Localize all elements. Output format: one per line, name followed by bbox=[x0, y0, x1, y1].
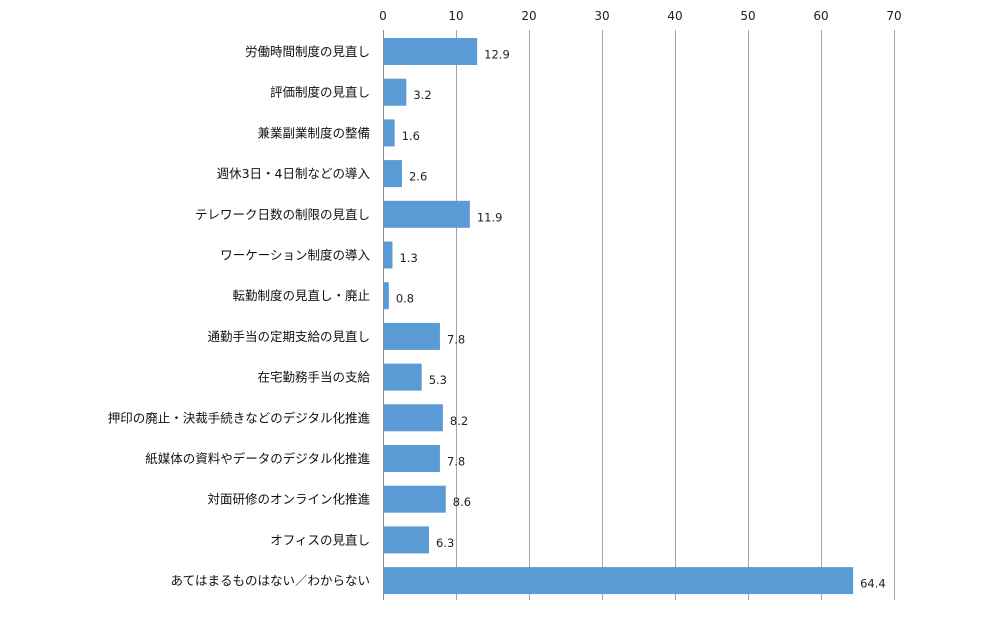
bar bbox=[384, 200, 470, 228]
x-tick-label: 30 bbox=[594, 9, 609, 23]
data-label: 1.6 bbox=[402, 129, 420, 143]
category-label: 労働時間制度の見直し bbox=[245, 44, 370, 59]
category-label: あてはまるものはない／わからない bbox=[170, 573, 370, 588]
category-label: ワーケーション制度の導入 bbox=[220, 248, 370, 263]
bar bbox=[384, 322, 440, 350]
bar bbox=[384, 282, 389, 310]
bar bbox=[384, 404, 443, 432]
data-label: 7.8 bbox=[447, 455, 465, 469]
bar bbox=[384, 160, 402, 188]
data-label: 3.2 bbox=[413, 88, 431, 102]
x-tick-label: 50 bbox=[740, 9, 755, 23]
x-tick-label: 10 bbox=[448, 9, 463, 23]
bar bbox=[384, 526, 429, 554]
data-label: 5.3 bbox=[429, 373, 447, 387]
data-label: 8.2 bbox=[450, 414, 468, 428]
category-label: 兼業副業制度の整備 bbox=[257, 125, 370, 140]
category-labels: 労働時間制度の見直し評価制度の見直し兼業副業制度の整備週休3日・4日制などの導入… bbox=[108, 44, 371, 588]
data-label: 11.9 bbox=[477, 210, 503, 224]
data-label: 6.3 bbox=[436, 536, 454, 550]
x-tick-label: 40 bbox=[667, 9, 682, 23]
data-label: 8.6 bbox=[453, 495, 471, 509]
category-label: 転勤制度の見直し・廃止 bbox=[232, 288, 370, 303]
bar bbox=[384, 241, 393, 269]
data-label: 7.8 bbox=[447, 332, 465, 346]
data-label: 1.3 bbox=[399, 251, 417, 265]
data-label: 0.8 bbox=[396, 292, 414, 306]
data-label: 2.6 bbox=[409, 170, 427, 184]
bar bbox=[384, 445, 440, 472]
bar bbox=[384, 567, 854, 595]
category-label: テレワーク日数の制限の見直し bbox=[195, 207, 370, 222]
bar bbox=[384, 38, 478, 65]
category-label: 対面研修のオンライン化推進 bbox=[207, 492, 370, 507]
category-label: オフィスの見直し bbox=[270, 532, 370, 547]
category-label: 週休3日・4日制などの導入 bbox=[217, 166, 371, 181]
x-tick-label: 60 bbox=[813, 9, 828, 23]
category-label: 押印の廃止・決裁手続きなどのデジタル化推進 bbox=[108, 410, 371, 425]
data-label: 12.9 bbox=[484, 48, 510, 62]
category-label: 在宅勤務手当の支給 bbox=[257, 370, 370, 385]
x-tick-label: 20 bbox=[521, 9, 536, 23]
bar bbox=[384, 363, 422, 391]
x-tick-label: 70 bbox=[886, 9, 901, 23]
data-label: 64.4 bbox=[860, 577, 886, 591]
gridlines bbox=[383, 30, 895, 600]
category-label: 通勤手当の定期支給の見直し bbox=[207, 329, 370, 344]
bars bbox=[384, 38, 854, 595]
x-tick-label: 0 bbox=[379, 9, 387, 23]
bar bbox=[384, 78, 407, 106]
data-labels: 12.9 3.2 1.6 2.6 11.9 1.3 0.8 7.8 5.3 8.2 7.8 8.6 6.… bbox=[396, 48, 886, 591]
category-label: 評価制度の見直し bbox=[270, 85, 370, 100]
category-label: 紙媒体の資料やデータのデジタル化推進 bbox=[145, 451, 370, 466]
x-axis-ticks: 0 10 20 30 40 50 60 70 bbox=[379, 9, 901, 23]
bar bbox=[384, 485, 446, 513]
bar bbox=[384, 119, 395, 147]
